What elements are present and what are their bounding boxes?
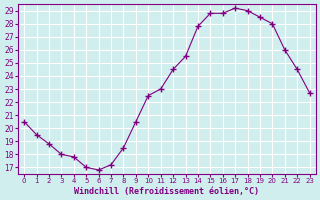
X-axis label: Windchill (Refroidissement éolien,°C): Windchill (Refroidissement éolien,°C) [74,187,260,196]
